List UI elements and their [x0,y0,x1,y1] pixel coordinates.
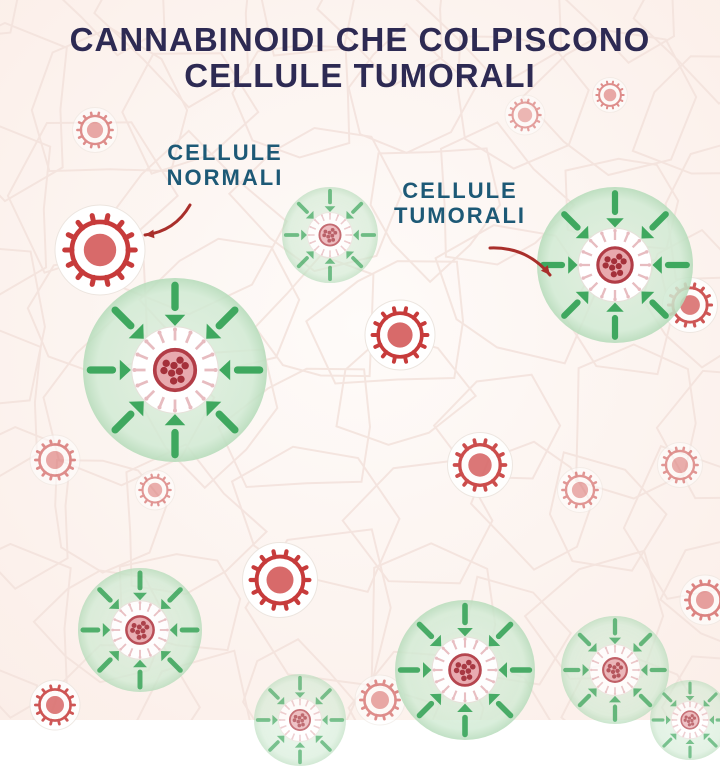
normal-cell-icon [364,299,437,372]
tumor-cell-icon [78,273,271,466]
title-line-1: CANNABINOIDI CHE COLPISCONO [0,22,720,58]
normal-cell-icon [134,469,176,511]
normal-cell-icon [29,679,81,731]
label-normal-line2: NORMALI [135,165,315,190]
normal-cell-icon [446,431,514,499]
infographic-stage: CANNABINOIDI CHE COLPISCONO CELLULE TUMO… [0,0,720,720]
normal-cell-icon [504,94,546,136]
title-line-2: CELLULE TUMORALI [0,58,720,94]
label-tumor-line1: CELLULE [370,178,550,203]
tumor-cell-icon [392,597,539,744]
tumor-cell-icon [75,565,205,695]
normal-cell-icon [657,442,704,489]
normal-cell-icon [72,107,119,154]
normal-cell-icon [29,434,81,486]
label-normal-line1: CELLULE [135,140,315,165]
tumor-cell-icon [280,185,381,286]
tumor-cell-icon [533,183,697,347]
normal-cell-icon [241,541,319,619]
normal-cell-icon [557,467,604,514]
normal-cell-icon [679,574,720,626]
label-tumor-line2: TUMORALI [370,203,550,228]
label-normal-cells: CELLULE NORMALI [135,140,315,191]
page-title: CANNABINOIDI CHE COLPISCONO CELLULE TUMO… [0,22,720,95]
label-tumor-cells: CELLULE TUMORALI [370,178,550,229]
tumor-cell-icon [648,678,720,762]
